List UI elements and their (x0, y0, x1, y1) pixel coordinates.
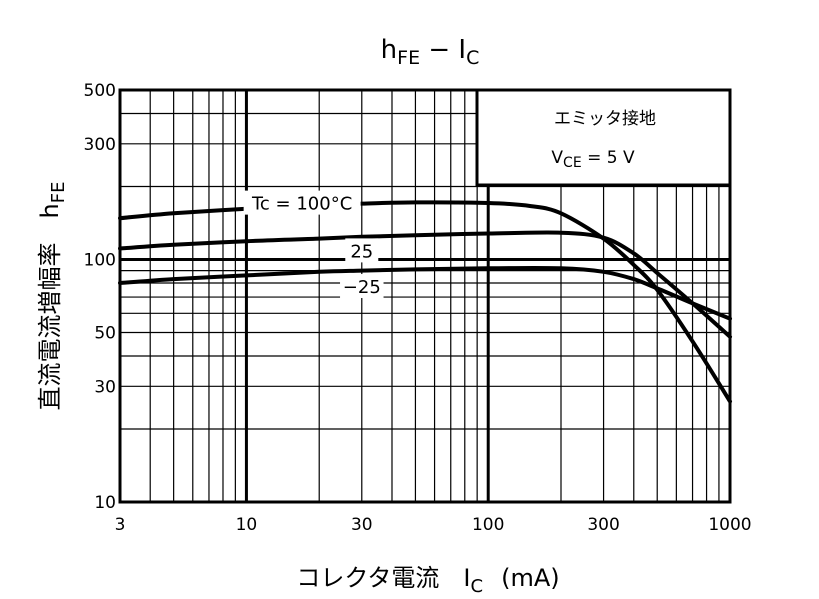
y-tick-label: 10 (94, 493, 116, 513)
chart-title: hFE − IC (381, 35, 480, 69)
y-tick-label: 500 (84, 81, 116, 101)
grid (120, 90, 730, 502)
curve-label-1: 25 (350, 241, 373, 262)
y-tick-label: 300 (84, 135, 116, 155)
curve-label-0: Tc = 100°C (251, 194, 352, 215)
series-line-0 (118, 200, 732, 404)
curve-labels: Tc = 100°C 25 −25 (243, 190, 384, 299)
series-line-2 (118, 265, 732, 321)
series-line-1 (118, 230, 732, 339)
y-tick-label: 30 (94, 377, 116, 397)
title-h: h (381, 35, 397, 65)
curve-label-2: −25 (343, 277, 381, 298)
annotation-line-2: VCE = 5 V (551, 148, 635, 171)
y-axis-title-sub: FE (48, 182, 69, 204)
x-axis-title-sub: C (471, 576, 484, 597)
series-group (118, 200, 732, 404)
x-tick-label: 1000 (708, 515, 751, 535)
annotation-box: エミッタ接地 VCE = 5 V (475, 88, 732, 187)
x-axis-title: コレクタ電流 IC (mA) (296, 564, 559, 597)
annotation-rest: = 5 V (582, 148, 635, 168)
annotation-line-1: エミッタ接地 (554, 109, 656, 129)
x-tick-label: 10 (236, 515, 258, 535)
y-tick-label: 50 (94, 323, 116, 343)
curve-label-bg (345, 238, 379, 263)
curve-label-bg (340, 274, 384, 299)
x-axis-title-unit: (mA) (501, 564, 560, 592)
plot-frame (118, 88, 732, 504)
x-tick-label: 3 (115, 515, 126, 535)
y-axis-title: 直流電流増幅率 hFE (36, 182, 69, 411)
x-tick-label: 30 (351, 515, 373, 535)
title-sub-c: C (466, 47, 479, 69)
title-sub-fe: FE (397, 47, 420, 69)
annotation-sub-ce: CE (563, 155, 582, 171)
curve-label-bg (243, 190, 361, 215)
y-tick-label: 100 (84, 251, 116, 271)
y-axis-title-text: 直流電流増幅率 h (36, 203, 64, 410)
x-tick-label: 300 (587, 515, 619, 535)
title-dash-i: − I (420, 35, 466, 65)
x-tick-label: 100 (472, 515, 504, 535)
annotation-frame (475, 88, 732, 187)
annotation-v: V (551, 148, 563, 168)
x-axis-title-text: コレクタ電流 I (296, 564, 470, 592)
